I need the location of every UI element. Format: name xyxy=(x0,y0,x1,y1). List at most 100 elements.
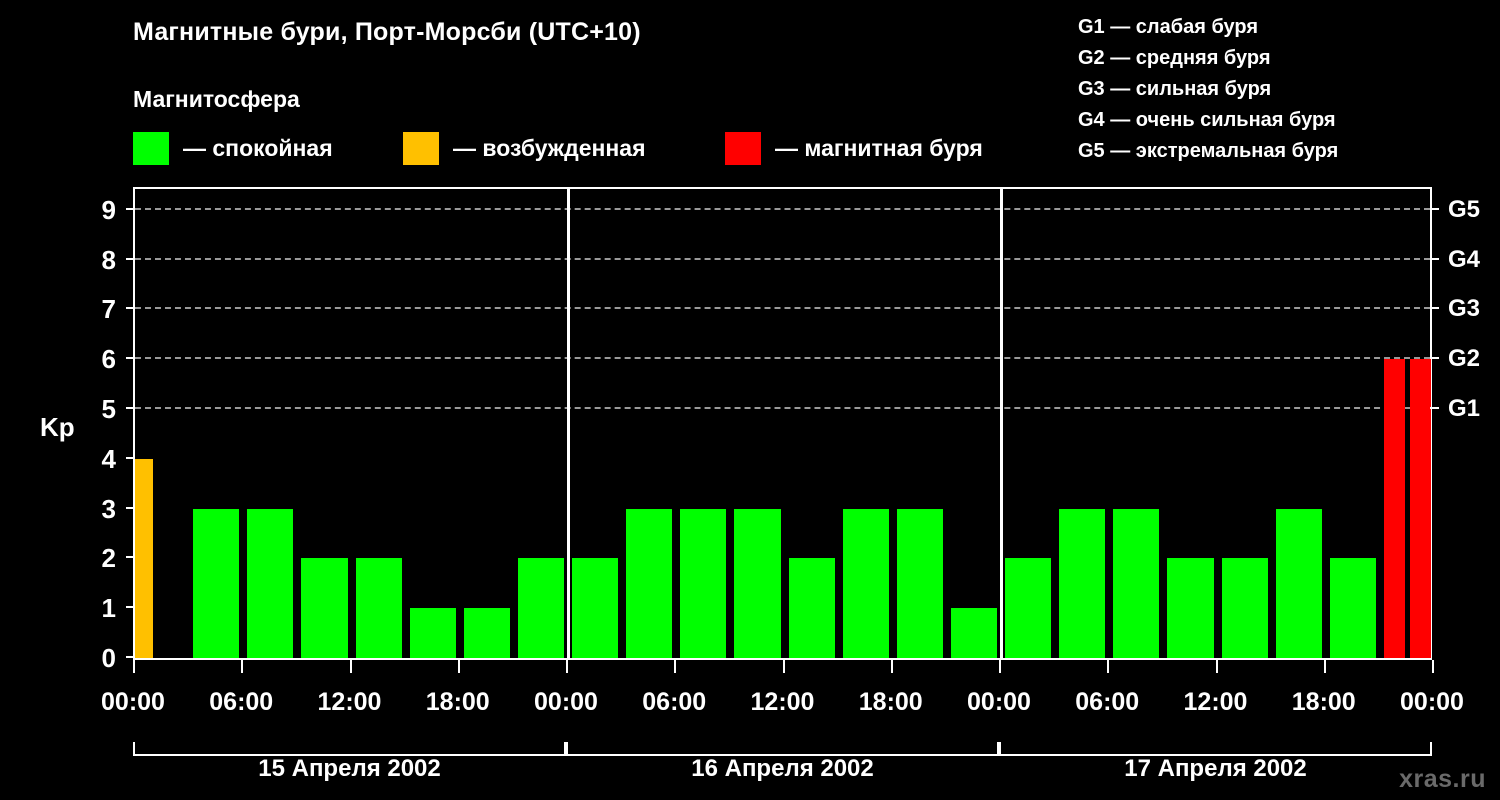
right-tick-G2 xyxy=(1430,357,1439,360)
bar-0 xyxy=(135,458,153,658)
x-tick-label-6: 12:00 xyxy=(750,688,815,716)
x-tick-label-10: 12:00 xyxy=(1183,688,1248,716)
magnetosphere-legend: — спокойная — возбужденная — магнитная б… xyxy=(133,132,1033,168)
legend-label-storm: — магнитная буря xyxy=(775,135,983,161)
x-tick-6 xyxy=(782,660,785,673)
y-tick-label-9: 9 xyxy=(101,194,116,225)
x-tick-5 xyxy=(674,660,677,673)
bar-15 xyxy=(950,608,997,658)
gridline-kp-9 xyxy=(135,207,1430,210)
right-tick-G3 xyxy=(1430,307,1439,310)
g-scale-legend: G1 — слабая буря G2 — средняя буря G3 — … xyxy=(1078,12,1338,167)
bar-22 xyxy=(1329,558,1376,658)
legend-item-unsettled: — возбужденная xyxy=(403,132,646,165)
x-axis-ticks xyxy=(133,660,1434,674)
gridline-kp-7 xyxy=(135,307,1430,310)
bar-series xyxy=(135,189,1431,658)
y-tick-1 xyxy=(126,606,135,609)
legend-item-storm: — магнитная буря xyxy=(725,132,983,165)
y-tick-label-8: 8 xyxy=(101,244,116,275)
x-tick-label-2: 12:00 xyxy=(317,688,382,716)
y-tick-label-1: 1 xyxy=(101,593,116,624)
bar-18 xyxy=(1113,508,1160,658)
right-tick-label-G1: G1 xyxy=(1448,395,1481,423)
y-tick-3 xyxy=(126,506,135,509)
day-divider-1 xyxy=(567,189,570,658)
x-tick-label-0: 00:00 xyxy=(101,688,165,716)
legend-swatch-storm xyxy=(725,132,761,165)
bar-9 xyxy=(626,508,673,658)
g-scale-item-g4: G4 — очень сильная буря xyxy=(1078,109,1336,131)
y-tick-7 xyxy=(126,307,135,310)
date-bracket-1 xyxy=(566,742,999,756)
legend-label-quiet: — спокойная xyxy=(183,135,333,161)
bar-2 xyxy=(247,508,294,658)
x-tick-label-8: 00:00 xyxy=(967,688,1031,716)
page-title: Магнитные бури, Порт-Морсби (UTC+10) xyxy=(133,18,641,46)
right-tick-G1 xyxy=(1430,407,1439,410)
bar-5 xyxy=(409,608,456,658)
y-tick-0 xyxy=(126,656,135,658)
x-tick-label-1: 06:00 xyxy=(209,688,274,716)
gridline-kp-5 xyxy=(135,407,1430,410)
x-axis-labels: 00:00 06:00 12:00 18:00 00:00 06:00 12:00 18:00… xyxy=(0,688,1500,720)
x-tick-2 xyxy=(349,660,352,673)
x-tick-label-4: 00:00 xyxy=(534,688,598,716)
bar-17 xyxy=(1059,508,1106,658)
date-label-0: 15 Апреля 2002 xyxy=(258,755,441,782)
y-tick-8 xyxy=(126,257,135,260)
gridline-kp-8 xyxy=(135,257,1430,260)
y-tick-label-2: 2 xyxy=(101,543,116,574)
day-divider-2 xyxy=(1000,189,1003,658)
legend-swatch-quiet xyxy=(133,132,169,165)
bar-19 xyxy=(1167,558,1214,658)
legend-label-unsettled: — возбужденная xyxy=(453,135,646,161)
bar-7 xyxy=(517,558,564,658)
y-tick-label-3: 3 xyxy=(101,493,116,524)
x-tick-label-5: 06:00 xyxy=(642,688,707,716)
x-tick-8 xyxy=(999,660,1001,673)
date-bracket-0 xyxy=(133,742,566,756)
x-tick-12 xyxy=(1432,660,1434,673)
bar-14 xyxy=(896,508,943,658)
y-tick-label-7: 7 xyxy=(101,294,116,325)
x-tick-4 xyxy=(566,660,568,673)
right-tick-label-G2: G2 xyxy=(1448,345,1481,373)
right-tick-G5 xyxy=(1430,207,1439,210)
bar-10 xyxy=(680,508,727,658)
date-bracket-2 xyxy=(999,742,1432,756)
bar-1 xyxy=(193,508,240,658)
magnetosphere-heading: Магнитосфера xyxy=(133,86,300,112)
legend-swatch-unsettled xyxy=(403,132,439,165)
date-label-2: 17 Апреля 2002 xyxy=(1124,755,1307,782)
date-labels: 15 Апреля 2002 16 Апреля 2002 17 Апреля 20… xyxy=(0,755,1500,789)
right-tick-label-G4: G4 xyxy=(1448,245,1481,273)
x-tick-1 xyxy=(241,660,244,673)
bar-8 xyxy=(572,558,619,658)
bar-3 xyxy=(301,558,348,658)
right-tick-label-G5: G5 xyxy=(1448,195,1481,223)
x-tick-label-12: 00:00 xyxy=(1400,688,1464,716)
date-brackets xyxy=(133,742,1432,758)
legend-item-quiet: — спокойная xyxy=(133,132,333,165)
bar-6 xyxy=(463,608,510,658)
g-scale-item-g3: G3 — сильная буря xyxy=(1078,78,1272,100)
x-tick-label-9: 06:00 xyxy=(1075,688,1140,716)
x-tick-0 xyxy=(133,660,135,673)
bar-13 xyxy=(842,508,889,658)
y-tick-4 xyxy=(126,456,135,459)
y-tick-5 xyxy=(126,407,135,410)
y-tick-2 xyxy=(126,556,135,559)
y-axis-title: Kp xyxy=(40,412,75,442)
y-tick-9 xyxy=(126,207,135,210)
y-tick-6 xyxy=(126,357,135,360)
x-tick-7 xyxy=(890,660,893,673)
bar-21 xyxy=(1275,508,1322,658)
right-tick-G4 xyxy=(1430,257,1439,260)
x-tick-9 xyxy=(1107,660,1110,673)
chart-plot-area xyxy=(126,187,1439,660)
watermark: xras.ru xyxy=(1399,765,1486,793)
x-tick-10 xyxy=(1215,660,1218,673)
y-tick-label-0: 0 xyxy=(101,643,116,673)
bar-11 xyxy=(734,508,781,658)
